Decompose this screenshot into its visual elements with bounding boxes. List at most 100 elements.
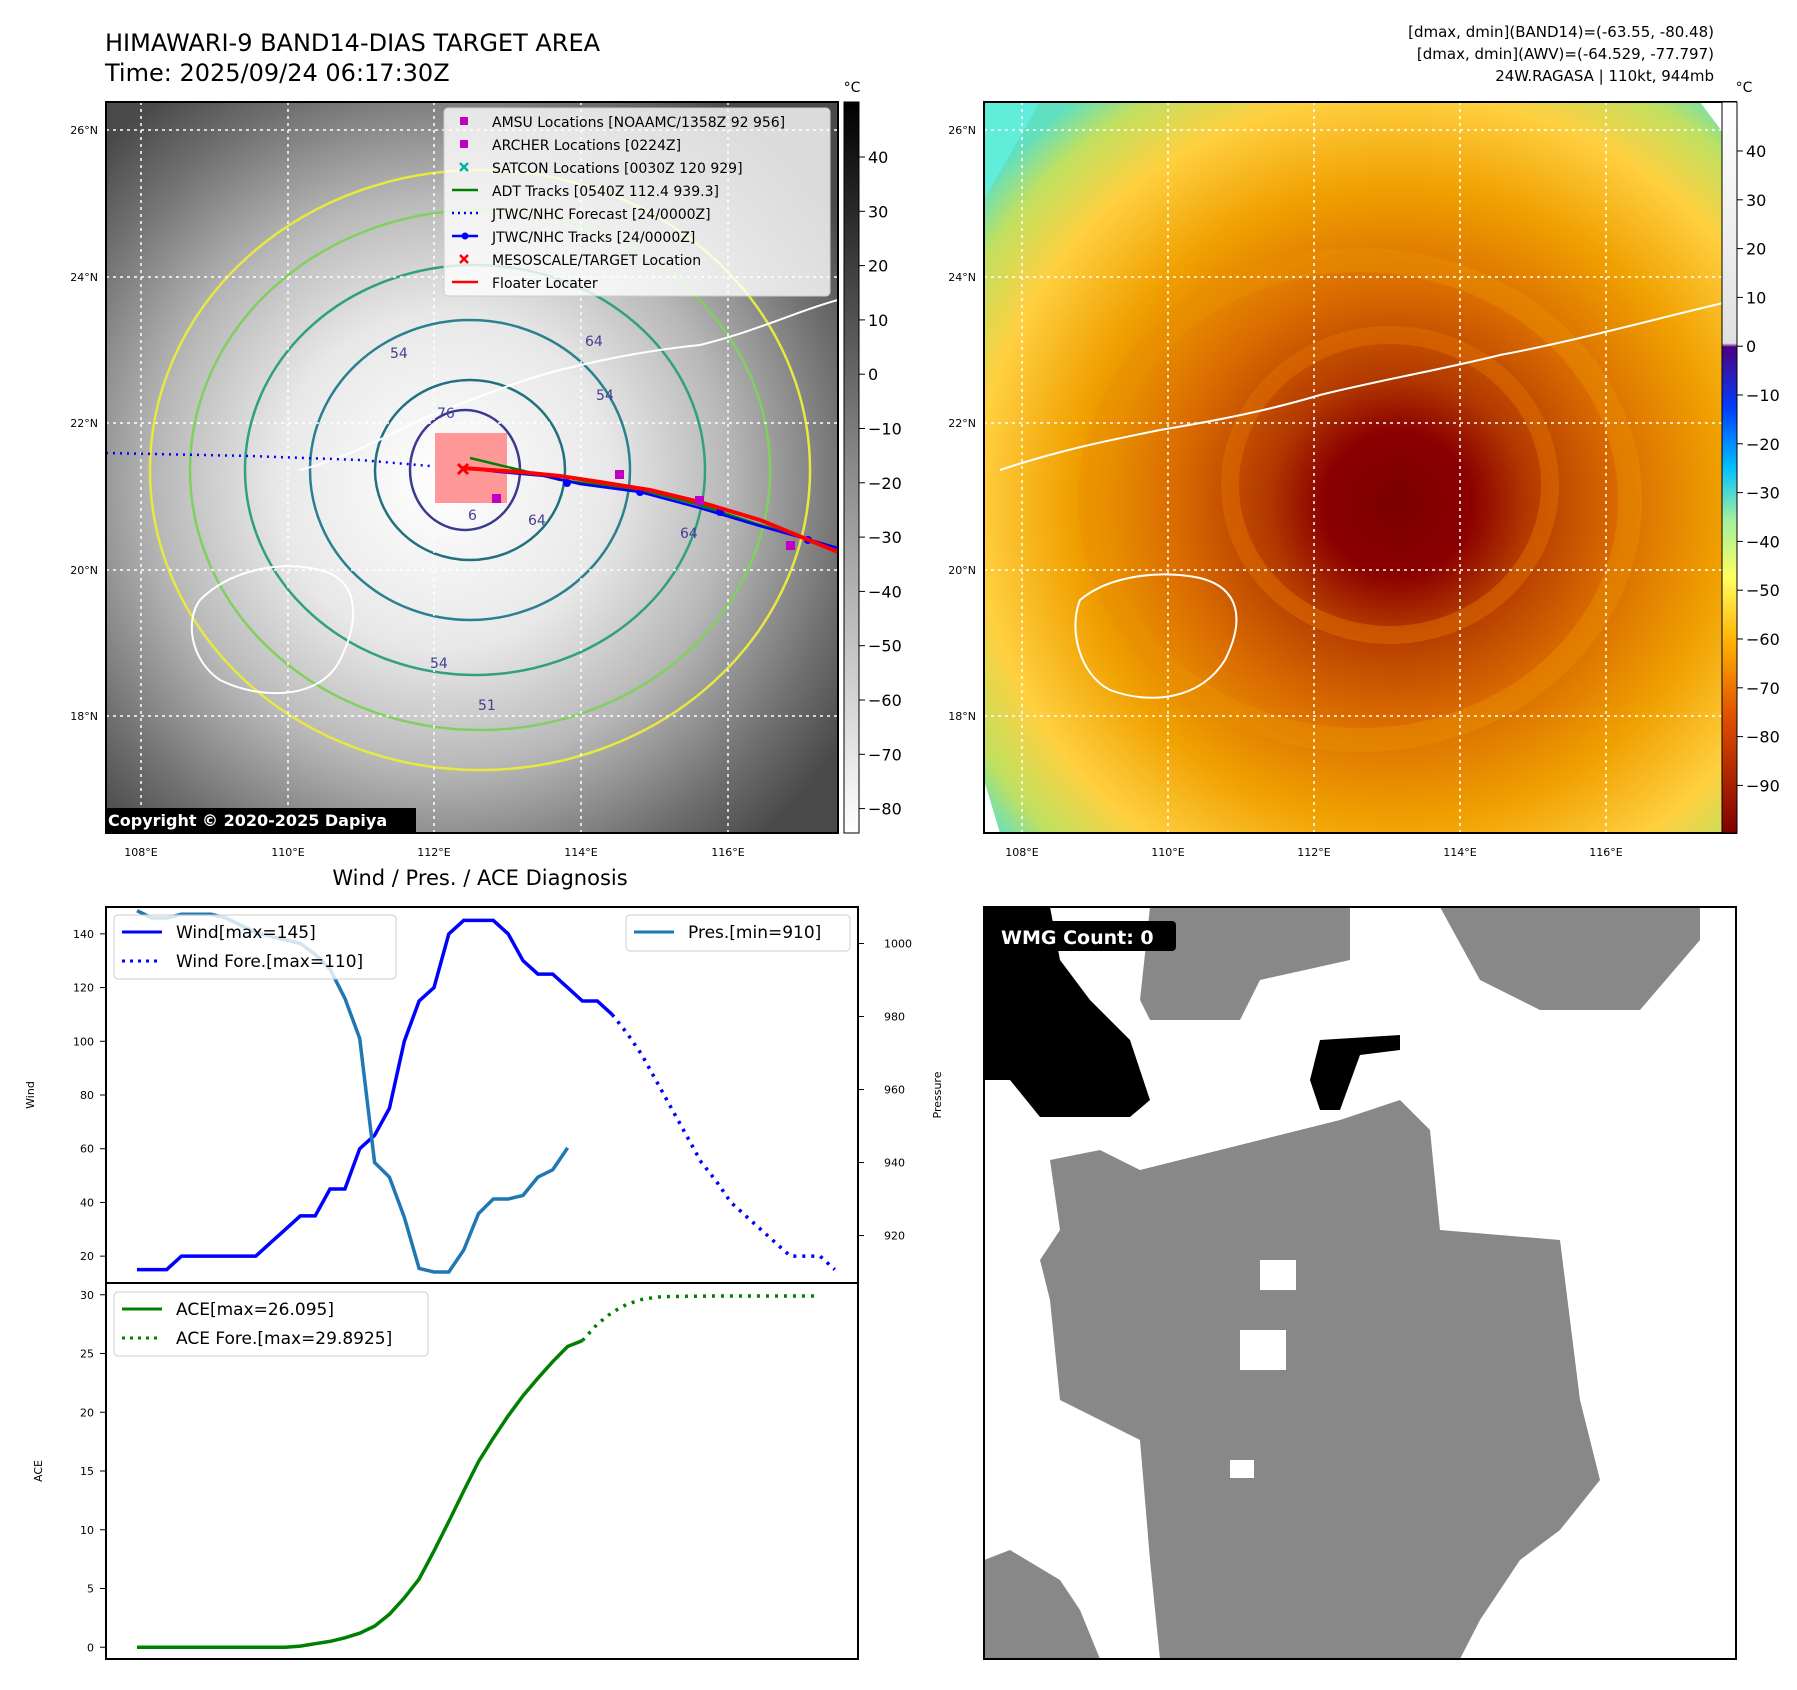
lat-label: 22°N (948, 417, 976, 430)
wmg-frame (983, 906, 1737, 1660)
colorbar-tick-label: 40 (868, 148, 888, 167)
pressure-axis-ticks: 1000 980 960 940 920 (858, 938, 912, 1243)
ace-tick-label: 5 (87, 1583, 94, 1596)
colorbar-tick-label: −10 (868, 420, 902, 439)
awv-nodata-corner (984, 780, 1000, 833)
legend-target: MESOSCALE/TARGET Location (492, 253, 701, 269)
legend-jtwc: JTWC/NHC Tracks [24/0000Z] (491, 230, 695, 246)
legend-satcon-marker (459, 162, 469, 172)
colorbar-tick-label: −50 (868, 637, 902, 656)
coastline-hainan (1074, 573, 1238, 699)
ace-tick-label: 0 (87, 1641, 94, 1654)
ace-legend: ACE[max=26.095] ACE Fore.[max=29.8925] (113, 1291, 429, 1357)
legend-amsu-marker (460, 117, 468, 125)
pressure-tick-label: 920 (884, 1230, 905, 1243)
awv-colorbar-ticks: 40 30 20 10 0 −10 −20 −30 −40 −50 −60 −70 −80 −90 (1737, 142, 1780, 795)
legend-wind-fore: Wind Fore.[max=110] (176, 952, 363, 972)
ace-tick-label: 30 (80, 1289, 94, 1302)
svg-text:64: 64 (680, 526, 698, 542)
lon-label: 110°E (271, 846, 304, 859)
lat-label: 20°N (948, 564, 976, 577)
wind-axis-label: Wind (24, 1081, 37, 1109)
wind-pressure-panel: 140 120 100 80 60 40 20 1000 980 960 940 920 Wind … (24, 906, 944, 1284)
legend-target-marker (459, 254, 469, 264)
colorbar-tick-label: 20 (868, 257, 888, 276)
ir-map-frame (105, 101, 839, 834)
colorbar-tick-label: −20 (1746, 435, 1780, 454)
awv-colorbar-unit: °C (1736, 80, 1753, 96)
title-line-1: HIMAWARI-9 BAND14-DIAS TARGET AREA (105, 29, 601, 57)
svg-text:54: 54 (430, 656, 448, 672)
colorbar-tick-label: −30 (1746, 484, 1780, 503)
floater-locater-track (461, 466, 838, 554)
wind-tick-label: 20 (80, 1250, 94, 1263)
contour-ring (308, 318, 632, 622)
colorbar-tick-label: 10 (868, 311, 888, 330)
awv-corner (984, 102, 1040, 200)
series-line-1 (610, 1013, 836, 1271)
lon-label: 114°E (564, 846, 597, 859)
lat-label: 18°N (70, 710, 98, 723)
colorbar-tick-label: −10 (1746, 386, 1780, 405)
legend-archer-marker (460, 140, 468, 148)
diagnosis-title: Wind / Pres. / ACE Diagnosis (332, 866, 627, 890)
wind-legend: Wind[max=145] Wind Fore.[max=110] (113, 914, 397, 980)
contour-labels: 76 54 64 54 64 64 54 51 6 (390, 334, 698, 714)
legend-satcon: SATCON Locations [0030Z 120 929] (492, 161, 743, 177)
ace-series-line-0 (137, 1338, 584, 1650)
colorbar-tick-label: −20 (868, 474, 902, 493)
lon-label: 108°E (1005, 846, 1038, 859)
copyright-text: Copyright © 2020-2025 Dapiya (108, 811, 387, 830)
colorbar-tick-label: −90 (1746, 776, 1780, 795)
ace-axis-ticks: 30 25 20 15 10 5 0 (80, 1289, 106, 1654)
colorbar-tick-label: −70 (1746, 679, 1780, 698)
awv-lat-labels: 26°N 24°N 22°N 20°N 18°N (948, 124, 976, 723)
pressure-tick-label: 980 (884, 1011, 905, 1024)
ir-lon-labels: 108°E 110°E 112°E 114°E 116°E (124, 846, 744, 859)
lat-label: 26°N (70, 124, 98, 137)
lat-label: 24°N (948, 271, 976, 284)
lat-label: 24°N (70, 271, 98, 284)
wmg-panel: WMG Count: 0 (983, 906, 1737, 1660)
colorbar-tick-label: −60 (1746, 630, 1780, 649)
svg-text:76: 76 (437, 406, 455, 422)
wind-tick-label: 100 (73, 1035, 94, 1048)
lon-label: 108°E (124, 846, 157, 859)
legend-floater: Floater Locater (492, 276, 598, 292)
pressure-axis-label: Pressure (931, 1071, 944, 1118)
copyright-box (106, 808, 416, 832)
ace-tick-label: 10 (80, 1524, 94, 1537)
legend-forecast: JTWC/NHC Forecast [24/0000Z] (491, 207, 711, 223)
map-legend: AMSU Locations [NOAAMC/1358Z 92 956] ARC… (443, 107, 831, 297)
legend-archer: ARCHER Locations [0224Z] (492, 138, 681, 154)
legend-ace: ACE[max=26.095] (176, 1300, 334, 1320)
wmg-gaps (1230, 1260, 1296, 1478)
colorbar-tick-label: 0 (868, 365, 878, 384)
awv-spiral-band (1221, 326, 1559, 644)
lon-label: 116°E (711, 846, 744, 859)
contour-ring (373, 378, 567, 562)
colorbar-tick-label: −60 (868, 691, 902, 710)
ace-tick-label: 20 (80, 1406, 94, 1419)
svg-text:64: 64 (528, 513, 546, 529)
wind-pressure-series (136, 909, 836, 1274)
colorbar-tick-label: −40 (868, 582, 902, 601)
ace-panel: 30 25 20 15 10 5 0 ACE ACE[max=26.095] ACE For… (32, 1282, 859, 1660)
colorbar-tick-label: −40 (1746, 532, 1780, 551)
ace-series (137, 1294, 820, 1650)
awv-gridlines (984, 102, 1736, 833)
pressure-tick-label: 1000 (884, 938, 912, 951)
info-line-3: 24W.RAGASA | 110kt, 944mb (1495, 67, 1714, 85)
colorbar-tick-label: −70 (868, 745, 902, 764)
colorbar-tick-label: 20 (1746, 240, 1766, 259)
colorbar-tick-label: −50 (1746, 581, 1780, 600)
awv-lon-labels: 108°E 110°E 112°E 114°E 116°E (1005, 846, 1622, 859)
svg-text:64: 64 (585, 334, 603, 350)
pressure-tick-label: 940 (884, 1157, 905, 1170)
wind-tick-label: 140 (73, 928, 94, 941)
wmg-black-regions (984, 907, 1400, 1117)
pressure-legend: Pres.[min=910] (625, 914, 851, 952)
ace-axis-label: ACE (32, 1460, 45, 1482)
wind-tick-label: 40 (80, 1196, 94, 1209)
